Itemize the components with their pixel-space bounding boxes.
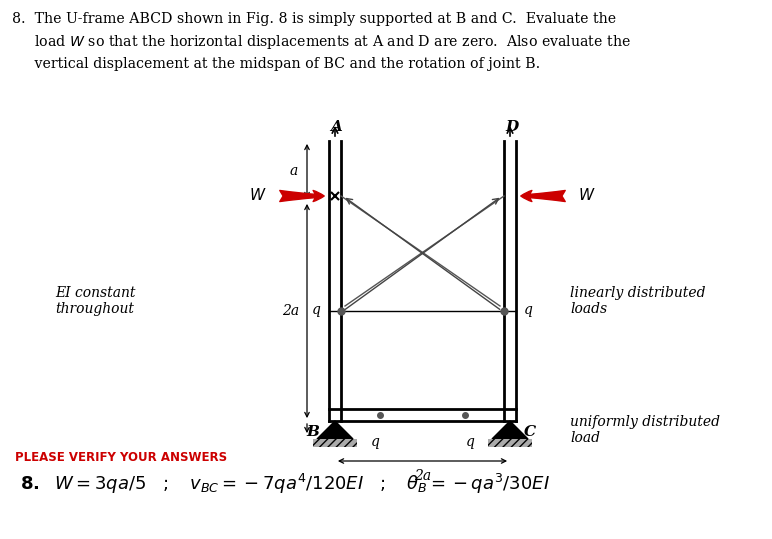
Text: 2a: 2a <box>283 304 300 318</box>
Text: EI constant: EI constant <box>55 286 135 300</box>
Text: a: a <box>290 164 298 178</box>
Text: A: A <box>330 120 342 134</box>
Text: $\mathbf{8.}$  $W = 3qa/5$   $;$   $v_{BC} = -7qa^{4}/120EI$   $;$   $\theta_{B}: $\mathbf{8.}$ $W = 3qa/5$ $;$ $v_{BC} = … <box>20 472 550 496</box>
Text: throughout: throughout <box>56 302 134 316</box>
Text: q: q <box>524 303 533 317</box>
Text: $W$: $W$ <box>249 187 267 203</box>
Text: uniformly distributed: uniformly distributed <box>570 415 720 429</box>
Text: loads: loads <box>570 302 607 316</box>
Bar <box>313 439 357 447</box>
Text: 8.  The U-frame ABCD shown in Fig. 8 is simply supported at B and C.  Evaluate t: 8. The U-frame ABCD shown in Fig. 8 is s… <box>12 12 631 71</box>
Text: 2a: 2a <box>414 469 431 483</box>
Text: PLEASE VERIFY YOUR ANSWERS: PLEASE VERIFY YOUR ANSWERS <box>15 451 227 464</box>
Text: q: q <box>312 303 321 317</box>
Text: $W$: $W$ <box>578 187 595 203</box>
Text: linearly distributed: linearly distributed <box>570 286 706 300</box>
Polygon shape <box>317 421 353 439</box>
Polygon shape <box>492 421 528 439</box>
Bar <box>488 439 532 447</box>
Text: load: load <box>570 431 600 445</box>
Text: D: D <box>506 120 519 134</box>
Text: q: q <box>466 435 475 449</box>
Text: C: C <box>524 425 536 439</box>
Text: B: B <box>306 425 319 439</box>
Text: q: q <box>371 435 379 449</box>
